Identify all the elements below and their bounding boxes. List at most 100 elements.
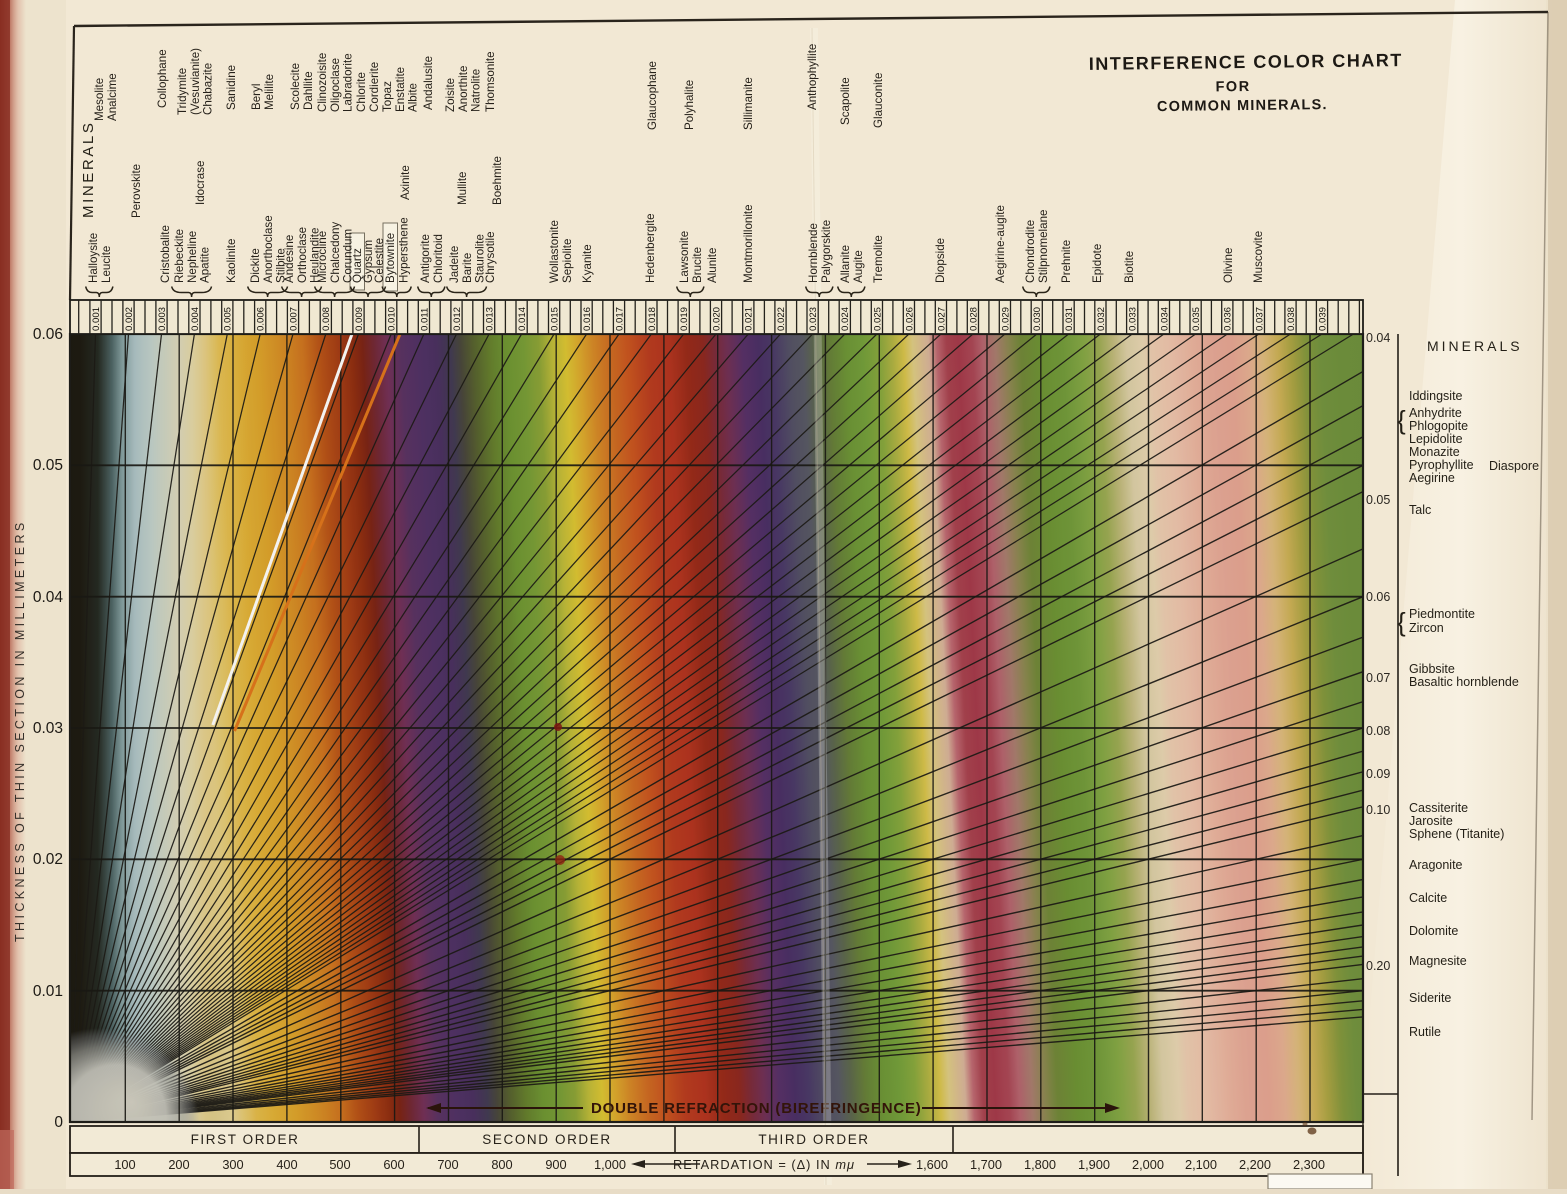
svg-text:0.20: 0.20 bbox=[1366, 959, 1390, 973]
svg-text:0.025: 0.025 bbox=[872, 307, 883, 331]
svg-text:2,300: 2,300 bbox=[1293, 1157, 1325, 1172]
svg-text:FIRST ORDER: FIRST ORDER bbox=[191, 1132, 300, 1147]
svg-text:0.009: 0.009 bbox=[354, 307, 365, 331]
svg-text:Alunite: Alunite bbox=[706, 248, 719, 283]
svg-text:MINERALS: MINERALS bbox=[1427, 338, 1523, 354]
svg-text:Stilbite: Stilbite bbox=[274, 248, 287, 283]
svg-text:0.008: 0.008 bbox=[321, 307, 332, 331]
svg-text:0.020: 0.020 bbox=[711, 307, 722, 331]
svg-text:0.02: 0.02 bbox=[33, 851, 63, 868]
svg-text:Jarosite: Jarosite bbox=[1409, 814, 1453, 828]
svg-text:THICKNESS OF THIN SECTION IN M: THICKNESS OF THIN SECTION IN MILLIMETERS bbox=[13, 519, 27, 942]
svg-text:Thomsonite: Thomsonite bbox=[484, 51, 497, 112]
svg-text:Nepheline: Nepheline bbox=[186, 231, 199, 283]
svg-text:0.039: 0.039 bbox=[1317, 307, 1328, 331]
svg-text:Diopside: Diopside bbox=[934, 238, 947, 283]
svg-text:INTERFERENCE COLOR CHART: INTERFERENCE COLOR CHART bbox=[1089, 50, 1403, 74]
svg-text:Idocrase: Idocrase bbox=[194, 161, 207, 205]
svg-text:Sillimanite: Sillimanite bbox=[742, 77, 755, 130]
svg-text:Chalcedony: Chalcedony bbox=[329, 222, 342, 283]
svg-text:Prehnite: Prehnite bbox=[1060, 240, 1073, 283]
svg-text:Scapolite: Scapolite bbox=[839, 77, 852, 125]
svg-text:1,000: 1,000 bbox=[594, 1157, 626, 1172]
svg-text:0.012: 0.012 bbox=[452, 307, 463, 331]
svg-text:Dolomite: Dolomite bbox=[1409, 924, 1458, 938]
svg-text:Muscovite: Muscovite bbox=[1252, 231, 1265, 283]
svg-text:SECOND ORDER: SECOND ORDER bbox=[482, 1132, 611, 1147]
svg-text:Sphene (Titanite): Sphene (Titanite) bbox=[1409, 827, 1504, 841]
svg-text:0.018: 0.018 bbox=[647, 307, 658, 331]
svg-text:Polyhalite: Polyhalite bbox=[683, 80, 696, 130]
svg-text:Zoisite: Zoisite bbox=[444, 78, 457, 112]
svg-text:Collophane: Collophane bbox=[156, 49, 169, 108]
svg-text:Scolecite: Scolecite bbox=[289, 63, 302, 110]
svg-text:0.027: 0.027 bbox=[936, 307, 947, 331]
svg-text:0.014: 0.014 bbox=[517, 306, 528, 331]
svg-text:2,200: 2,200 bbox=[1239, 1157, 1271, 1172]
svg-text:Zircon: Zircon bbox=[1409, 621, 1444, 635]
svg-text:Magnesite: Magnesite bbox=[1409, 954, 1467, 968]
svg-text:Kaolinite: Kaolinite bbox=[225, 239, 238, 283]
svg-text:Topaz: Topaz bbox=[381, 81, 394, 112]
svg-text:Chabazite: Chabazite bbox=[201, 63, 214, 115]
svg-text:500: 500 bbox=[329, 1157, 350, 1172]
svg-text:100: 100 bbox=[114, 1157, 135, 1172]
svg-text:Glaucophane: Glaucophane bbox=[646, 61, 659, 130]
svg-text:0.034: 0.034 bbox=[1159, 306, 1170, 331]
svg-text:Talc: Talc bbox=[1409, 503, 1431, 517]
svg-text:RETARDATION = (Δ) IN mμ: RETARDATION = (Δ) IN mμ bbox=[673, 1157, 855, 1172]
svg-text:700: 700 bbox=[437, 1157, 458, 1172]
svg-text:0.031: 0.031 bbox=[1064, 307, 1075, 331]
svg-text:Olivine: Olivine bbox=[1222, 248, 1235, 283]
svg-text:1,600: 1,600 bbox=[916, 1157, 948, 1172]
svg-text:0.01: 0.01 bbox=[33, 983, 63, 1000]
svg-text:Sanidine: Sanidine bbox=[225, 65, 238, 110]
svg-text:Palygorskite: Palygorskite bbox=[820, 220, 833, 283]
svg-text:Labradorite: Labradorite bbox=[341, 53, 354, 112]
svg-text:DOUBLE REFRACTION (BIREFRING: DOUBLE REFRACTION (BIREFRINGENCE) bbox=[591, 1100, 922, 1117]
svg-text:Piedmontite: Piedmontite bbox=[1409, 607, 1475, 621]
svg-text:Pyrophyllite: Pyrophyllite bbox=[1409, 458, 1474, 472]
svg-text:Tridymite: Tridymite bbox=[176, 68, 189, 115]
svg-text:Phlogopite: Phlogopite bbox=[1409, 419, 1468, 433]
svg-text:Hypersthene: Hypersthene bbox=[398, 217, 411, 283]
svg-text:Chlorite: Chlorite bbox=[355, 72, 368, 112]
svg-text:0.006: 0.006 bbox=[256, 307, 267, 331]
svg-text:1,800: 1,800 bbox=[1024, 1157, 1056, 1172]
svg-text:Halloysite: Halloysite bbox=[87, 233, 100, 283]
svg-text:Kyanite: Kyanite bbox=[581, 244, 594, 283]
svg-text:Diaspore: Diaspore bbox=[1489, 459, 1539, 473]
svg-text:Mullite: Mullite bbox=[456, 171, 469, 205]
svg-text:{: { bbox=[1397, 405, 1406, 435]
svg-text:0.015: 0.015 bbox=[550, 307, 561, 331]
svg-text:0.023: 0.023 bbox=[808, 307, 819, 331]
svg-text:Celestite: Celestite bbox=[373, 238, 386, 283]
svg-text:Bytownite: Bytownite bbox=[384, 233, 397, 283]
svg-text:Lepidolite: Lepidolite bbox=[1409, 432, 1463, 446]
svg-text:(Vesuvianite): (Vesuvianite) bbox=[189, 48, 202, 115]
svg-text:0.026: 0.026 bbox=[904, 307, 915, 331]
svg-text:400: 400 bbox=[276, 1157, 297, 1172]
svg-text:800: 800 bbox=[491, 1157, 512, 1172]
svg-text:Oligoclase: Oligoclase bbox=[329, 58, 342, 112]
svg-text:0.017: 0.017 bbox=[614, 307, 625, 331]
svg-text:0.09: 0.09 bbox=[1366, 767, 1390, 781]
svg-text:Leucite: Leucite bbox=[100, 246, 113, 283]
svg-text:Stilpnomelane: Stilpnomelane bbox=[1037, 210, 1050, 283]
svg-text:0.038: 0.038 bbox=[1286, 307, 1297, 331]
svg-text:Anhydrite: Anhydrite bbox=[1409, 406, 1462, 420]
svg-text:0.019: 0.019 bbox=[679, 307, 690, 331]
svg-text:Anorthoclase: Anorthoclase bbox=[262, 215, 275, 283]
svg-text:Analcime: Analcime bbox=[106, 73, 119, 121]
svg-text:Aegirine: Aegirine bbox=[1409, 471, 1455, 485]
svg-text:Apatite: Apatite bbox=[198, 247, 211, 283]
svg-text:300: 300 bbox=[222, 1157, 243, 1172]
svg-text:Augite: Augite bbox=[852, 250, 865, 283]
svg-text:Iddingsite: Iddingsite bbox=[1409, 389, 1463, 403]
svg-text:{: { bbox=[1397, 607, 1406, 637]
svg-text:1,700: 1,700 bbox=[970, 1157, 1002, 1172]
svg-text:Monazite: Monazite bbox=[1409, 445, 1460, 459]
svg-text:0.003: 0.003 bbox=[157, 307, 168, 331]
svg-text:Wollastonite: Wollastonite bbox=[548, 220, 561, 283]
svg-text:0.011: 0.011 bbox=[419, 308, 430, 331]
